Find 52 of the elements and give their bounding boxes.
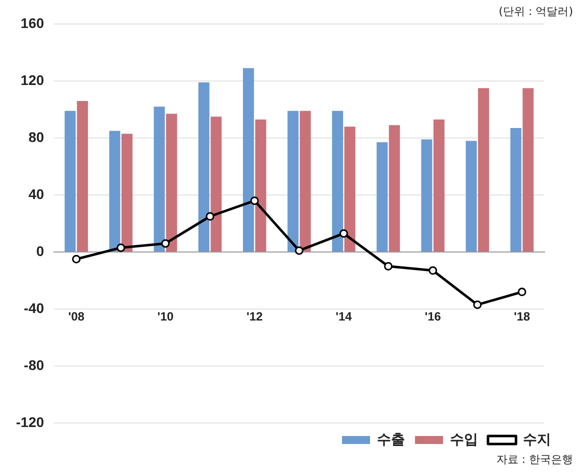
bar: [166, 114, 178, 252]
y-tick-label: -40: [24, 300, 44, 316]
text: (단위 : 억달러): [498, 4, 573, 19]
point: [384, 262, 393, 270]
bar: [466, 140, 477, 252]
legend-label: 수출: [377, 430, 405, 447]
y-tick-label: 80: [28, 128, 44, 145]
y-tick-label: -80: [24, 356, 44, 373]
bar: [210, 116, 222, 252]
point: [518, 288, 526, 296]
point: [294, 246, 304, 255]
point: [250, 196, 259, 205]
bar: [64, 110, 76, 252]
bar: [255, 119, 266, 252]
y-tick-label: 0: [36, 242, 44, 259]
point: [428, 266, 438, 275]
bar: [76, 100, 88, 252]
bar: [332, 110, 344, 252]
bar: [522, 88, 534, 252]
x-tick-label: '12: [246, 310, 264, 324]
bar: [300, 110, 311, 252]
y-tick-label: -120: [16, 414, 44, 430]
x-tick-label: '14: [336, 310, 352, 324]
bar: [421, 139, 432, 252]
bar: [344, 126, 356, 252]
x-tick-label: '08: [68, 310, 85, 324]
bar: [478, 88, 490, 252]
bar: [376, 142, 388, 252]
legend-label: 수지: [523, 430, 551, 447]
bar: [121, 134, 133, 252]
bar: [154, 106, 165, 252]
x-tick-label: '10: [157, 310, 174, 324]
bar: [510, 128, 522, 252]
bar: [242, 68, 254, 252]
point: [116, 243, 126, 252]
x-tick-label: '16: [424, 310, 442, 324]
y-tick-label: 120: [20, 72, 44, 88]
x-tick-label: '18: [514, 310, 530, 324]
bar: [388, 125, 400, 252]
y-tick-label: 160: [20, 14, 44, 31]
point: [161, 239, 170, 248]
bar: [433, 119, 444, 252]
bar: [288, 110, 299, 252]
point: [473, 300, 482, 309]
text: 자료 : 한국은행: [496, 452, 573, 467]
y-tick-label: 40: [28, 186, 44, 202]
bar: [109, 130, 120, 252]
point: [72, 254, 81, 264]
point: [339, 229, 348, 238]
bar: [198, 82, 210, 252]
legend-label: 수입: [450, 430, 478, 447]
point: [206, 212, 214, 221]
